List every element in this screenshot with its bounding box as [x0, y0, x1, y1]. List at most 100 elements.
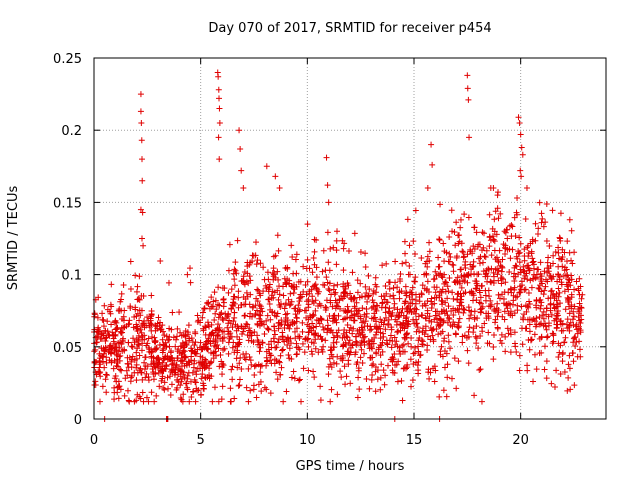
- data-point: [219, 371, 226, 378]
- data-points: [91, 69, 586, 422]
- data-point: [455, 358, 462, 365]
- data-point: [330, 334, 337, 341]
- data-point: [523, 308, 530, 315]
- data-point: [293, 351, 300, 358]
- outlier-point: [515, 114, 522, 121]
- data-point: [181, 348, 188, 355]
- data-point: [314, 290, 321, 297]
- data-point: [452, 331, 459, 338]
- data-point: [320, 326, 327, 333]
- data-point: [477, 300, 484, 307]
- data-point: [445, 314, 452, 321]
- data-point: [113, 378, 120, 385]
- data-point: [522, 215, 529, 222]
- data-point: [257, 344, 264, 351]
- data-point: [311, 248, 318, 255]
- data-point: [439, 298, 446, 305]
- data-point: [457, 224, 464, 231]
- data-point: [358, 346, 365, 353]
- data-point: [308, 348, 315, 355]
- data-point: [402, 250, 409, 257]
- data-point: [551, 295, 558, 302]
- data-point: [442, 288, 449, 295]
- data-point: [199, 314, 206, 321]
- data-point: [128, 358, 135, 365]
- data-point: [576, 338, 583, 345]
- data-point: [570, 339, 577, 346]
- data-point: [470, 297, 477, 304]
- data-point: [436, 236, 443, 243]
- data-point: [133, 313, 140, 320]
- data-point: [299, 328, 306, 335]
- data-point: [372, 274, 379, 281]
- data-point: [404, 216, 411, 223]
- data-point: [566, 216, 573, 223]
- data-point: [94, 314, 101, 321]
- data-point: [406, 262, 413, 269]
- data-point: [238, 302, 245, 309]
- data-point: [543, 375, 550, 382]
- data-point: [524, 303, 531, 310]
- data-point: [114, 358, 121, 365]
- data-point: [303, 307, 310, 314]
- data-point: [191, 342, 198, 349]
- data-point: [412, 291, 419, 298]
- data-point: [256, 302, 263, 309]
- data-point: [231, 282, 238, 289]
- data-point: [302, 281, 309, 288]
- data-point: [344, 321, 351, 328]
- data-point: [254, 286, 261, 293]
- data-point: [541, 287, 548, 294]
- data-point: [456, 232, 463, 239]
- data-point: [142, 354, 149, 361]
- data-point: [310, 368, 317, 375]
- data-point: [202, 323, 209, 330]
- data-point: [401, 238, 408, 245]
- data-point: [304, 221, 311, 228]
- data-point: [510, 297, 517, 304]
- data-point: [568, 227, 575, 234]
- data-point: [263, 348, 270, 355]
- data-point: [240, 277, 247, 284]
- data-point: [219, 315, 226, 322]
- data-point: [173, 336, 180, 343]
- data-point: [385, 322, 392, 329]
- data-point: [291, 305, 298, 312]
- data-point: [227, 385, 234, 392]
- data-point: [121, 307, 128, 314]
- data-point: [456, 315, 463, 322]
- data-point: [471, 270, 478, 277]
- data-point: [96, 357, 103, 364]
- data-point: [229, 376, 236, 383]
- outlier-point: [465, 96, 472, 103]
- data-point: [151, 363, 158, 370]
- data-point: [98, 335, 105, 342]
- data-point: [499, 256, 506, 263]
- data-point: [144, 340, 151, 347]
- data-point: [523, 184, 530, 191]
- data-point: [279, 347, 286, 354]
- data-point: [465, 214, 472, 221]
- data-point: [566, 365, 573, 372]
- x-tick-label: 20: [512, 433, 529, 448]
- data-point: [564, 316, 571, 323]
- data-point: [481, 320, 488, 327]
- data-point: [408, 289, 415, 296]
- data-point: [300, 263, 307, 270]
- data-point: [319, 324, 326, 331]
- data-point: [401, 325, 408, 332]
- data-point: [361, 339, 368, 346]
- data-point: [524, 244, 531, 251]
- outlier-point: [323, 154, 330, 161]
- data-point: [390, 295, 397, 302]
- data-point: [273, 357, 280, 364]
- data-point: [514, 195, 521, 202]
- data-point: [94, 334, 101, 341]
- data-point: [361, 323, 368, 330]
- data-point: [473, 229, 480, 236]
- data-point: [542, 219, 549, 226]
- data-point: [491, 238, 498, 245]
- data-point: [96, 398, 103, 405]
- data-point: [92, 378, 99, 385]
- data-point: [488, 252, 495, 259]
